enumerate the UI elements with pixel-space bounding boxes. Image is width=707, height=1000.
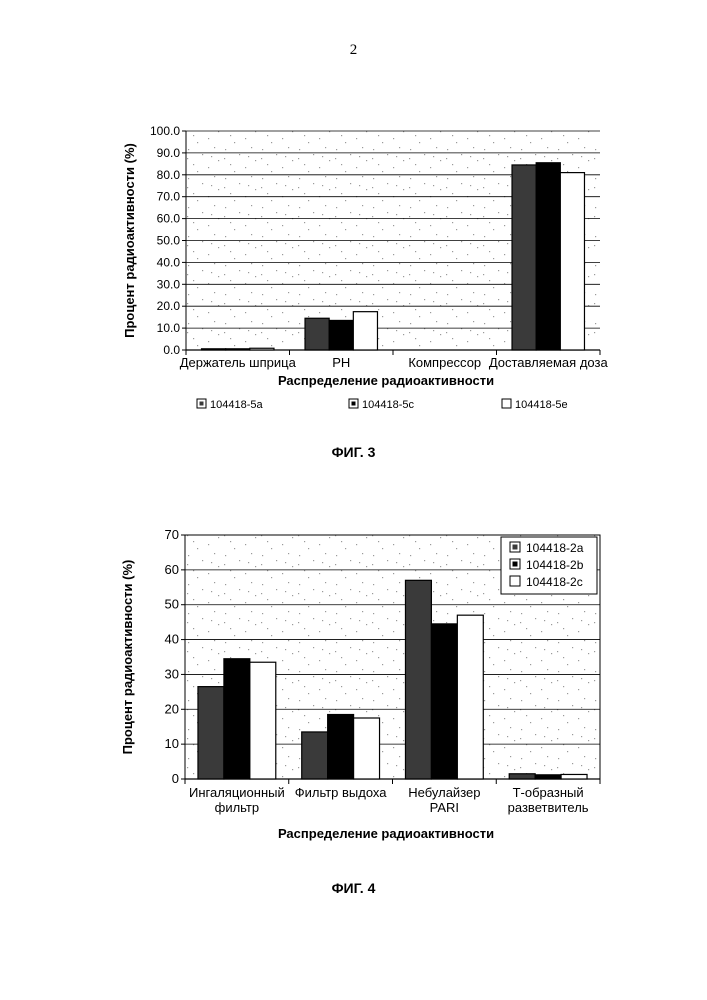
y-tick-label: 10 [165,736,179,751]
legend-label-104418-2b: 104418-2b [526,558,584,572]
x-axis-title: Распределение радиоактивности [278,826,494,841]
bar-104418-2c [457,615,483,779]
x-category-label: PARI [430,800,459,815]
x-category-label: Небулайзер [408,785,480,800]
x-category-label: Ингаляционный [189,785,285,800]
y-tick-label: 70 [165,527,179,542]
y-tick-label: 20 [165,701,179,716]
bar-104418-2c [250,662,276,779]
bar-104418-2b [535,775,561,779]
legend-swatch-104418-2a-fill [513,545,518,550]
y-tick-label: 0 [172,771,179,786]
x-category-label: фильтр [215,800,259,815]
y-tick-label: 50 [165,597,179,612]
y-tick-label: 60 [165,562,179,577]
bar-104418-2a [302,732,328,779]
bar-104418-2b [224,659,250,779]
figure-4-caption: ФИГ. 4 [0,880,707,896]
bar-104418-2c [561,774,587,779]
x-category-label: Т-образный [513,785,584,800]
figure-4-chart: 0 10 20 30 40 50 60 70 Ингаляционныйфильтр Фильтр… [0,0,707,880]
legend-label-104418-2c: 104418-2c [526,575,583,589]
bar-104418-2c [354,718,380,779]
legend-swatch-104418-2c [510,576,520,586]
y-tick-label: 30 [165,666,179,681]
x-category-label: разветвитель [508,800,589,815]
y-tick-label: 40 [165,632,179,647]
bar-104418-2a [198,687,224,779]
legend-label-104418-2a: 104418-2a [526,541,584,555]
y-axis-title: Процент радиоактивности (%) [120,560,135,755]
legend-swatch-104418-2b-fill [513,562,518,567]
bar-104418-2b [328,715,354,779]
bar-104418-2a [509,774,535,779]
bar-104418-2a [405,580,431,779]
bar-104418-2b [431,624,457,779]
x-category-label: Фильтр выдоха [295,785,388,800]
